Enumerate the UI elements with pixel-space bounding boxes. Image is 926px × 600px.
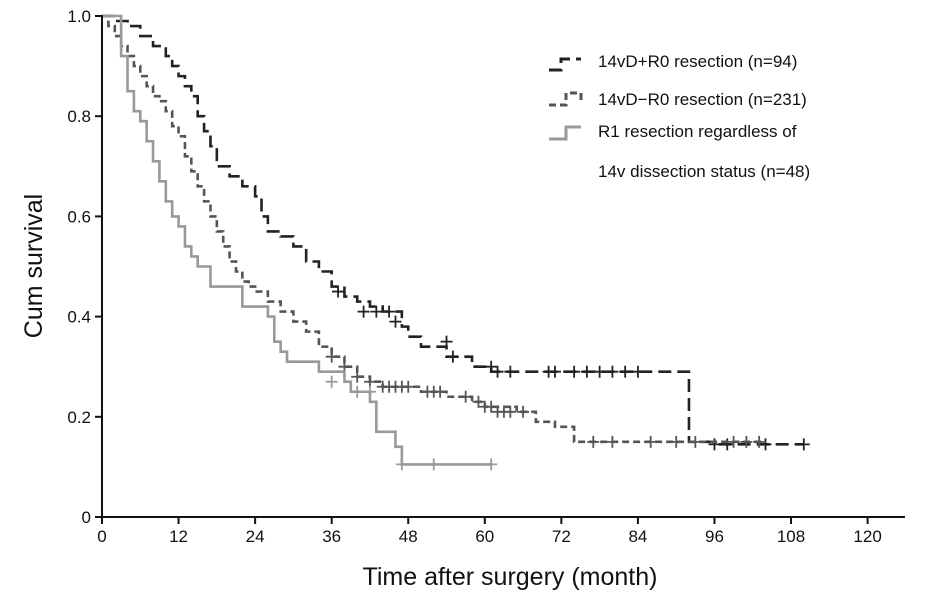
y-tick-label: 0.8 (67, 107, 91, 126)
censor-mark (504, 365, 517, 378)
censor-mark (548, 365, 561, 378)
x-tick-label: 96 (705, 527, 724, 546)
legend-swatch-14vd-minus-r0 (549, 91, 583, 107)
censor-mark (446, 350, 459, 363)
x-tick-label: 24 (246, 527, 265, 546)
legend: 14vD+R0 resection (n=94) 14vD−R0 resecti… (549, 52, 810, 181)
censor-mark (325, 350, 338, 363)
censor-mark (619, 365, 632, 378)
y-axis-title: Cum survival (20, 194, 48, 338)
censor-mark (606, 435, 619, 448)
censor-mark (485, 458, 498, 471)
y-tick-label: 1.0 (67, 7, 91, 26)
censor-mark (568, 365, 581, 378)
censor-mark (485, 360, 498, 373)
censor-mark (593, 365, 606, 378)
x-tick-label: 12 (169, 527, 188, 546)
legend-label-14vd-plus-r0: 14vD+R0 resection (n=94) (598, 52, 797, 71)
censor-mark (721, 438, 734, 451)
plot-area (102, 14, 810, 471)
x-tick-label: 72 (552, 527, 571, 546)
censor-mark (370, 305, 383, 318)
censor-mark (363, 375, 376, 388)
y-tick-label: 0.2 (67, 408, 91, 427)
censor-mark (689, 435, 702, 448)
x-tick-label: 0 (97, 527, 106, 546)
censor-mark (504, 405, 517, 418)
legend-item-r1: R1 resection regardless of 14v dissectio… (549, 122, 810, 181)
censor-mark (332, 285, 345, 298)
censor-mark (363, 385, 376, 398)
censor-mark (517, 405, 530, 418)
legend-item-14vd-minus-r0: 14vD−R0 resection (n=231) (549, 90, 807, 109)
y-tick-label: 0 (82, 508, 91, 527)
censor-mark (644, 435, 657, 448)
censor-mark (459, 390, 472, 403)
censor-mark (472, 395, 485, 408)
censor-mark (797, 438, 810, 451)
x-axis-ticks: 0 12 24 36 48 60 72 84 96 108 120 (97, 517, 882, 546)
legend-label-14vd-minus-r0: 14vD−R0 resection (n=231) (598, 90, 807, 109)
censor-mark (580, 365, 593, 378)
censor-mark (606, 365, 619, 378)
censor-mark (427, 458, 440, 471)
censor-mark (491, 365, 504, 378)
x-tick-label: 48 (399, 527, 418, 546)
censor-mark (440, 335, 453, 348)
legend-item-14vd-plus-r0: 14vD+R0 resection (n=94) (549, 52, 797, 72)
legend-label-r1-line2: 14v dissection status (n=48) (598, 162, 810, 181)
censor-mark (383, 305, 396, 318)
y-axis-ticks: 0 0.2 0.4 0.6 0.8 1.0 (67, 7, 102, 527)
x-axis-title: Time after surgery (month) (363, 563, 658, 591)
censor-mark (434, 385, 447, 398)
censor-mark (357, 305, 370, 318)
survival-curve-1 (102, 14, 766, 444)
legend-label-r1-line1: R1 resection regardless of (598, 122, 797, 141)
censor-mark (325, 375, 338, 388)
legend-swatch-14vd-plus-r0 (549, 57, 581, 72)
censor-mark (759, 438, 772, 451)
censor-mark (587, 435, 600, 448)
censor-mark (389, 315, 402, 328)
x-tick-label: 84 (628, 527, 647, 546)
censor-mark (351, 370, 364, 383)
censor-mark (670, 435, 683, 448)
x-tick-label: 60 (475, 527, 494, 546)
censor-mark (631, 365, 644, 378)
censor-mark (351, 385, 364, 398)
censor-mark (727, 435, 740, 448)
censor-mark (708, 438, 721, 451)
censor-mark (485, 400, 498, 413)
censor-mark (740, 435, 753, 448)
survival-curve-0 (102, 14, 804, 446)
censor-mark (753, 435, 766, 448)
x-tick-label: 108 (777, 527, 805, 546)
y-tick-label: 0.4 (67, 308, 91, 327)
y-tick-label: 0.6 (67, 207, 91, 226)
censor-mark (402, 380, 415, 393)
censor-mark (395, 458, 408, 471)
survival-curve-2 (102, 14, 492, 466)
x-tick-label: 120 (853, 527, 881, 546)
legend-swatch-r1 (549, 125, 581, 141)
x-tick-label: 36 (322, 527, 341, 546)
